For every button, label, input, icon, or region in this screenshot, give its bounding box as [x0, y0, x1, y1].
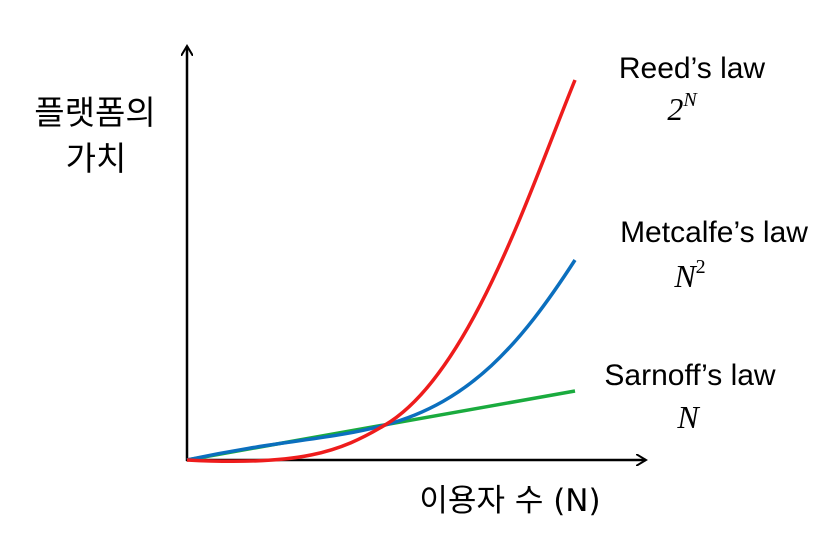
formula-base: N	[676, 399, 700, 435]
formula-exponent: N	[682, 89, 698, 111]
metcalfe-curve	[186, 259, 577, 462]
reed-curve	[186, 79, 577, 464]
formula-base: N	[673, 258, 697, 294]
law-formula: 2N	[667, 89, 698, 127]
y-axis-label: 플랫폼의	[34, 93, 155, 132]
formula-base: 2	[667, 91, 683, 127]
law-formula: N	[676, 399, 700, 435]
law-name: Sarnoff’s law	[604, 359, 776, 392]
law-formula: N2	[673, 256, 705, 294]
law-name: Metcalfe’s law	[620, 216, 808, 249]
x-axis-label: 이용자 수 (N)	[419, 483, 600, 519]
formula-exponent: 2	[696, 256, 706, 278]
law-name: Reed’s law	[619, 52, 766, 85]
y-axis-label: 가치	[66, 139, 127, 178]
